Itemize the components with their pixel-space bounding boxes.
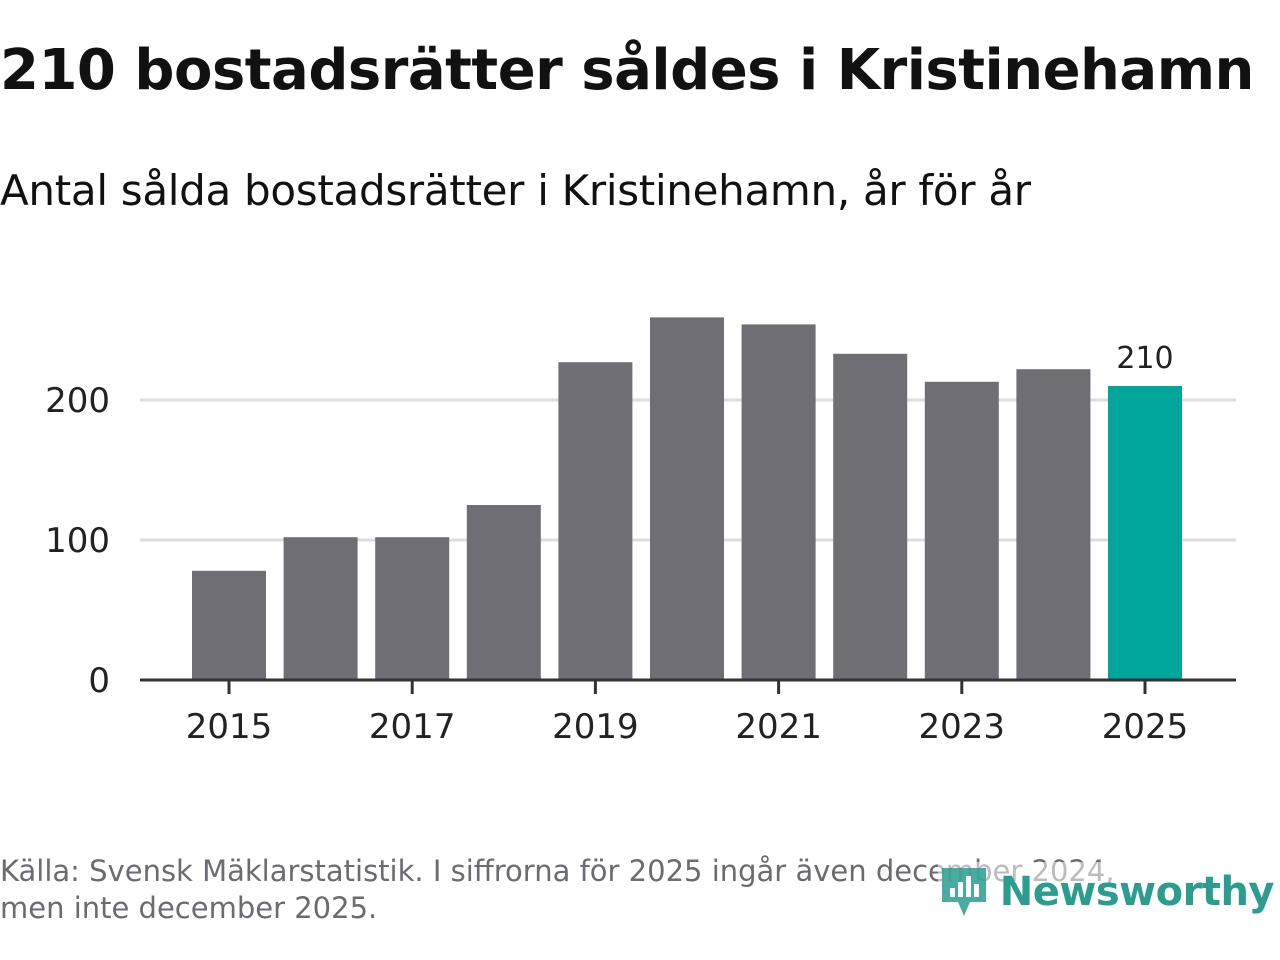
x-tick-label: 2017 — [369, 707, 456, 747]
y-tick-label: 100 — [45, 521, 110, 561]
bar-2018 — [466, 505, 541, 680]
bar-2019 — [558, 362, 633, 680]
bar-2025 — [1108, 386, 1182, 680]
data-label: 210 — [1116, 341, 1173, 376]
bar-2024 — [1016, 369, 1091, 680]
chart-subtitle: Antal sålda bostadsrätter i Kristinehamn… — [0, 166, 1031, 215]
bar-2021 — [741, 324, 816, 680]
bar-2023 — [924, 381, 999, 680]
y-axis-ticks: 0 100 200 — [45, 381, 110, 701]
footnote-line-1: Källa: Svensk Mäklarstatistik. I siffror… — [0, 854, 1115, 888]
x-tick-label: 2021 — [735, 707, 822, 747]
brand-name: Newsworthy — [999, 869, 1275, 915]
bar-2015 — [192, 570, 266, 680]
bar-2022 — [833, 353, 908, 680]
bar-2016 — [283, 537, 358, 680]
footnote-line-2: men inte december 2025. — [0, 891, 378, 925]
bars — [192, 317, 1182, 680]
bar-2017 — [375, 537, 450, 680]
newsworthy-brand: Newsworthy — [937, 862, 1275, 922]
y-tick-label: 200 — [45, 381, 110, 421]
x-tick-label: 2019 — [552, 707, 639, 747]
y-tick-label: 0 — [88, 661, 110, 701]
data-labels: 210 — [1116, 341, 1173, 376]
chart-title: 210 bostadsrätter såldes i Kristinehamn — [0, 38, 1254, 103]
x-tick-label: 2025 — [1102, 707, 1189, 747]
x-axis: 2015 2017 2019 2021 2023 2025 — [140, 678, 1236, 747]
source-footnote: Källa: Svensk Mäklarstatistik. I siffror… — [0, 853, 1210, 927]
newsworthy-logo-icon — [941, 868, 986, 916]
bar-2020 — [650, 317, 724, 680]
x-tick-label: 2023 — [919, 707, 1006, 747]
x-tick-label: 2015 — [186, 707, 273, 747]
